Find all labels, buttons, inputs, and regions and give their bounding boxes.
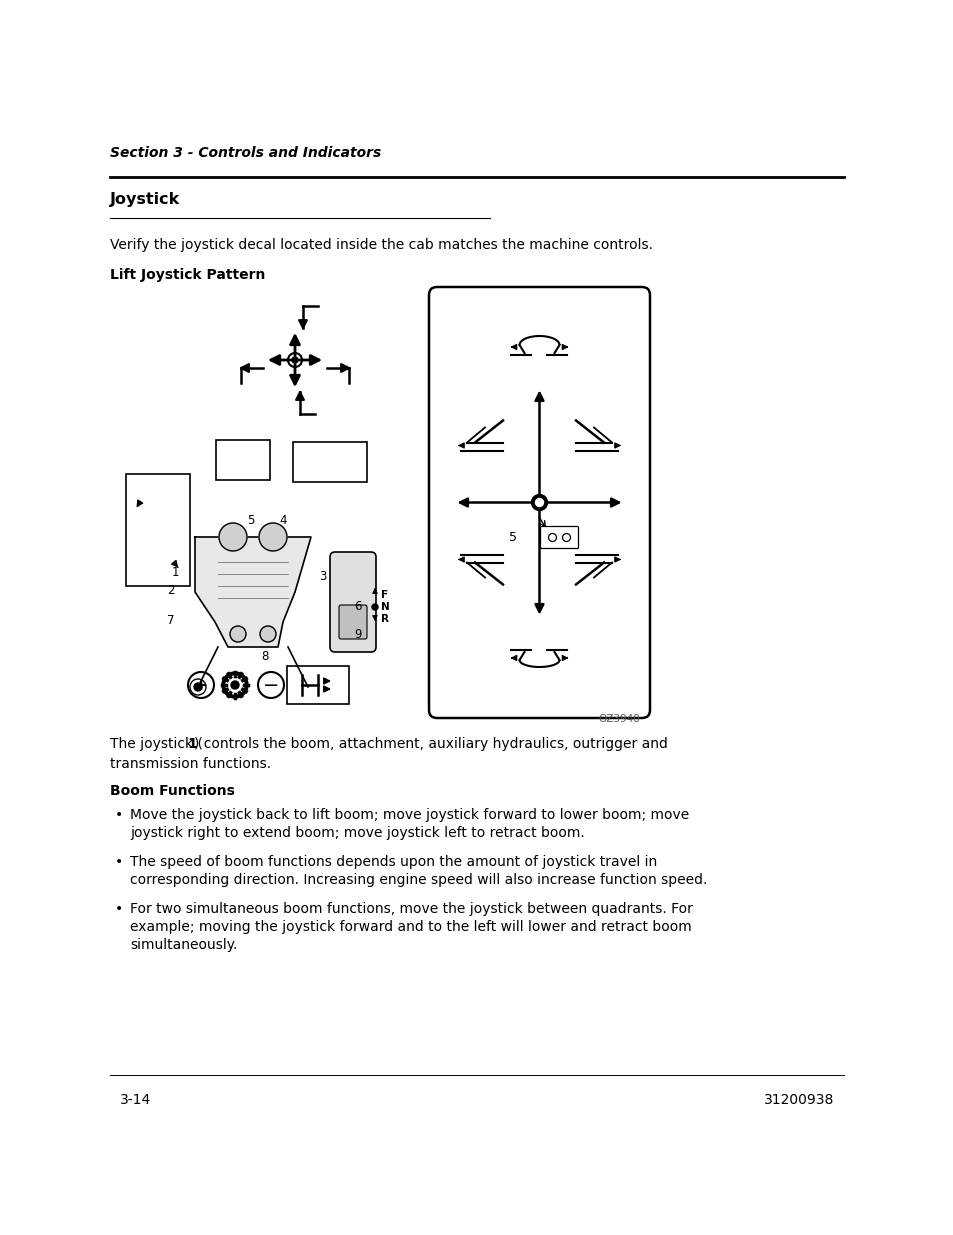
Circle shape xyxy=(531,494,547,510)
Text: +: + xyxy=(194,678,207,693)
Circle shape xyxy=(292,357,297,363)
Text: •: • xyxy=(115,855,123,869)
Text: For two simultaneous boom functions, move the joystick between quadrants. For: For two simultaneous boom functions, mov… xyxy=(130,902,692,916)
Text: 3: 3 xyxy=(319,571,326,583)
Text: The joystick (: The joystick ( xyxy=(110,737,203,751)
Circle shape xyxy=(219,522,247,551)
Text: joystick right to extend boom; move joystick left to retract boom.: joystick right to extend boom; move joys… xyxy=(130,826,584,840)
Circle shape xyxy=(535,499,543,506)
Text: Joystick: Joystick xyxy=(110,191,180,207)
Text: transmission functions.: transmission functions. xyxy=(110,757,271,771)
FancyBboxPatch shape xyxy=(301,454,323,471)
Text: R: R xyxy=(380,614,389,624)
Text: The speed of boom functions depends upon the amount of joystick travel in: The speed of boom functions depends upon… xyxy=(130,855,657,869)
FancyBboxPatch shape xyxy=(338,605,367,638)
Text: 4: 4 xyxy=(279,514,287,526)
Circle shape xyxy=(258,522,287,551)
Text: •: • xyxy=(115,808,123,823)
FancyBboxPatch shape xyxy=(293,442,367,482)
Text: •: • xyxy=(115,902,123,916)
FancyBboxPatch shape xyxy=(126,474,190,585)
Text: Verify the joystick decal located inside the cab matches the machine controls.: Verify the joystick decal located inside… xyxy=(110,238,652,252)
Text: Lift Joystick Pattern: Lift Joystick Pattern xyxy=(110,268,265,282)
FancyBboxPatch shape xyxy=(215,440,270,480)
FancyBboxPatch shape xyxy=(540,526,578,548)
Text: 7: 7 xyxy=(167,614,174,626)
Text: N: N xyxy=(380,601,390,613)
Text: −: − xyxy=(262,676,279,694)
Text: OZ3940: OZ3940 xyxy=(598,714,639,724)
Circle shape xyxy=(372,604,377,610)
Polygon shape xyxy=(194,537,311,647)
Text: simultaneously.: simultaneously. xyxy=(130,939,237,952)
Circle shape xyxy=(304,683,312,692)
Text: 8: 8 xyxy=(261,651,269,663)
Circle shape xyxy=(231,680,239,689)
Text: Move the joystick back to lift boom; move joystick forward to lower boom; move: Move the joystick back to lift boom; mov… xyxy=(130,808,688,823)
Circle shape xyxy=(226,676,244,694)
Text: 5: 5 xyxy=(247,514,254,526)
Text: 9: 9 xyxy=(354,627,361,641)
Text: 1: 1 xyxy=(187,737,196,751)
Text: Boom Functions: Boom Functions xyxy=(110,784,234,798)
FancyBboxPatch shape xyxy=(330,552,375,652)
Circle shape xyxy=(230,626,246,642)
Text: example; moving the joystick forward and to the left will lower and retract boom: example; moving the joystick forward and… xyxy=(130,920,691,934)
FancyBboxPatch shape xyxy=(287,666,349,704)
Text: 3-14: 3-14 xyxy=(120,1093,152,1107)
Circle shape xyxy=(222,672,248,698)
Text: corresponding direction. Increasing engine speed will also increase function spe: corresponding direction. Increasing engi… xyxy=(130,873,706,887)
Text: 2: 2 xyxy=(167,583,174,597)
Text: F: F xyxy=(380,590,388,600)
FancyBboxPatch shape xyxy=(429,287,649,718)
Text: 5: 5 xyxy=(509,531,517,543)
Text: ) controls the boom, attachment, auxiliary hydraulics, outrigger and: ) controls the boom, attachment, auxilia… xyxy=(193,737,667,751)
Text: 31200938: 31200938 xyxy=(762,1093,833,1107)
Circle shape xyxy=(260,626,275,642)
Text: 1: 1 xyxy=(172,566,178,578)
Text: 6: 6 xyxy=(354,600,361,614)
Circle shape xyxy=(193,683,202,692)
Text: Section 3 - Controls and Indicators: Section 3 - Controls and Indicators xyxy=(110,146,381,161)
